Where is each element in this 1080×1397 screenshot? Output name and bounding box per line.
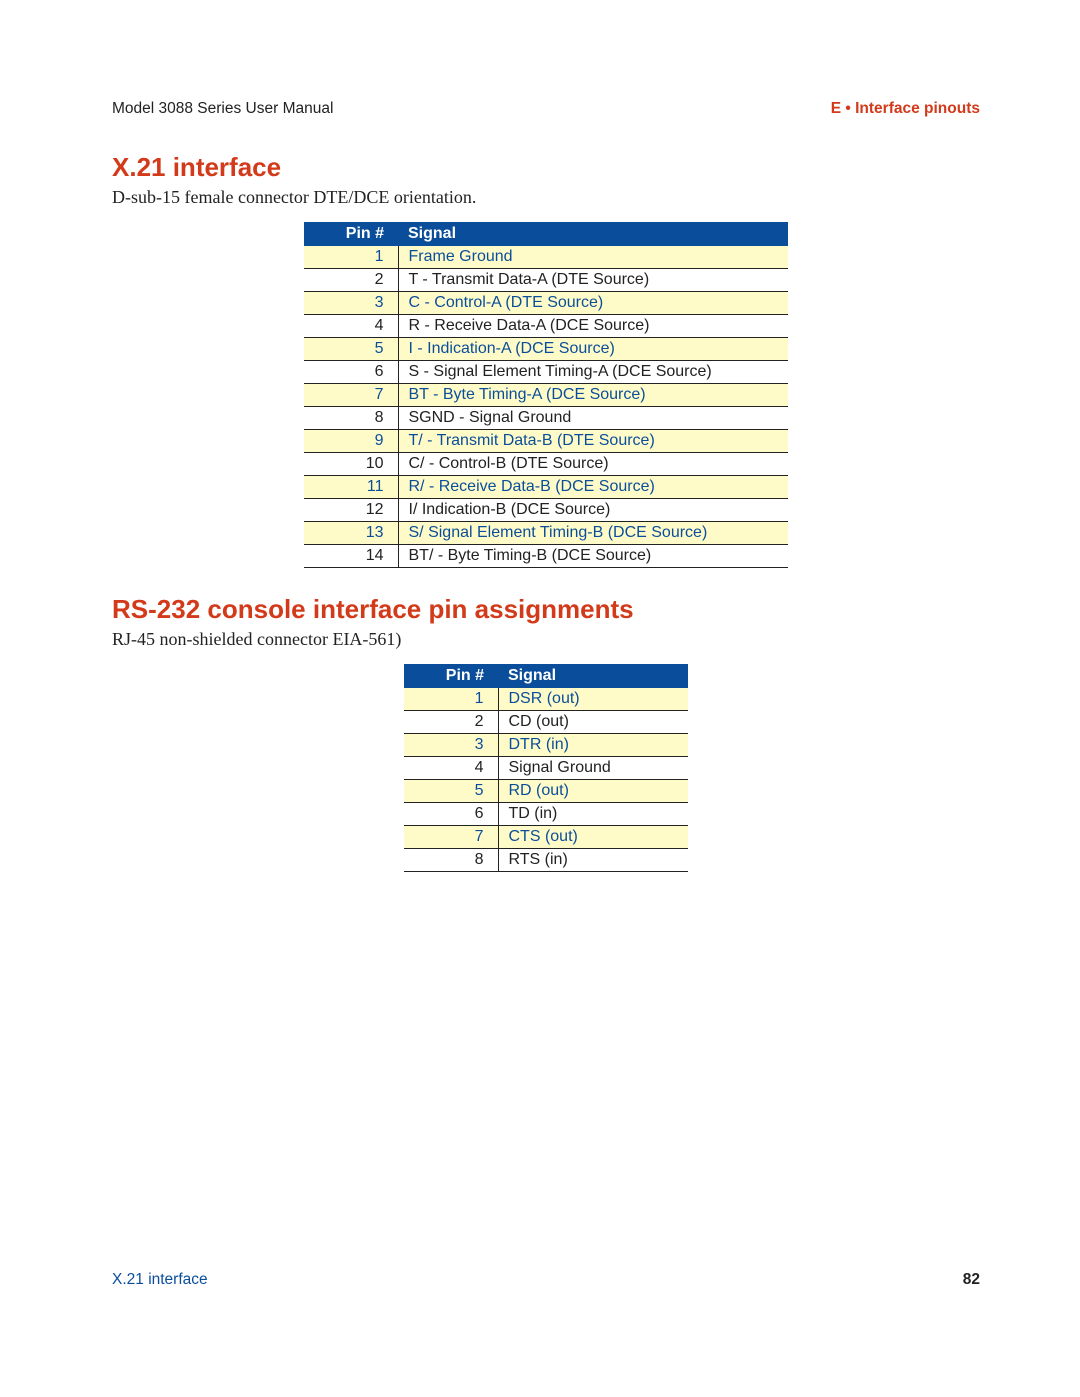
signal-cell: T - Transmit Data-A (DTE Source)	[398, 269, 788, 292]
pin-cell: 7	[404, 826, 498, 849]
section1-subtitle: D-sub-15 female connector DTE/DCE orient…	[112, 187, 980, 208]
pin-cell: 12	[304, 499, 398, 522]
signal-cell: CD (out)	[498, 711, 688, 734]
col-header-signal: Signal	[398, 222, 788, 246]
table-row: 2T - Transmit Data-A (DTE Source)	[304, 269, 788, 292]
pin-cell: 13	[304, 522, 398, 545]
table-row: 5RD (out)	[404, 780, 688, 803]
table-row: 9T/ - Transmit Data-B (DTE Source)	[304, 430, 788, 453]
pin-cell: 6	[304, 361, 398, 384]
signal-cell: S - Signal Element Timing-A (DCE Source)	[398, 361, 788, 384]
table-row: 12I/ Indication-B (DCE Source)	[304, 499, 788, 522]
signal-cell: C - Control-A (DTE Source)	[398, 292, 788, 315]
signal-cell: R/ - Receive Data-B (DCE Source)	[398, 476, 788, 499]
pin-cell: 10	[304, 453, 398, 476]
signal-cell: RTS (in)	[498, 849, 688, 872]
footer-right: 82	[963, 1271, 980, 1289]
signal-cell: T/ - Transmit Data-B (DTE Source)	[398, 430, 788, 453]
pin-cell: 2	[404, 711, 498, 734]
table-row: 2CD (out)	[404, 711, 688, 734]
pin-cell: 1	[404, 688, 498, 711]
rs232-pin-table: Pin # Signal 1DSR (out)2CD (out)3DTR (in…	[404, 664, 688, 872]
pin-cell: 1	[304, 246, 398, 269]
signal-cell: BT/ - Byte Timing-B (DCE Source)	[398, 545, 788, 568]
signal-cell: TD (in)	[498, 803, 688, 826]
page-header: Model 3088 Series User Manual E • Interf…	[112, 100, 980, 118]
signal-cell: R - Receive Data-A (DCE Source)	[398, 315, 788, 338]
table-row: 6TD (in)	[404, 803, 688, 826]
signal-cell: SGND - Signal Ground	[398, 407, 788, 430]
pin-cell: 9	[304, 430, 398, 453]
header-right: E • Interface pinouts	[831, 100, 980, 118]
table-row: 10C/ - Control-B (DTE Source)	[304, 453, 788, 476]
x21-pin-table: Pin # Signal 1Frame Ground2T - Transmit …	[304, 222, 788, 568]
pin-cell: 4	[404, 757, 498, 780]
signal-cell: DTR (in)	[498, 734, 688, 757]
table-row: 3C - Control-A (DTE Source)	[304, 292, 788, 315]
signal-cell: S/ Signal Element Timing-B (DCE Source)	[398, 522, 788, 545]
x21-table-body: 1Frame Ground2T - Transmit Data-A (DTE S…	[304, 246, 788, 568]
table-row: 8SGND - Signal Ground	[304, 407, 788, 430]
footer-left: X.21 interface	[112, 1271, 208, 1289]
col-header-pin: Pin #	[304, 222, 398, 246]
pin-cell: 5	[404, 780, 498, 803]
pin-cell: 14	[304, 545, 398, 568]
table-row: 7CTS (out)	[404, 826, 688, 849]
signal-cell: CTS (out)	[498, 826, 688, 849]
table-row: 4Signal Ground	[404, 757, 688, 780]
table-row: 11R/ - Receive Data-B (DCE Source)	[304, 476, 788, 499]
section1-title: X.21 interface	[112, 152, 980, 183]
pin-cell: 2	[304, 269, 398, 292]
col-header-signal: Signal	[498, 664, 688, 688]
table-row: 6S - Signal Element Timing-A (DCE Source…	[304, 361, 788, 384]
page-footer: X.21 interface 82	[112, 1271, 980, 1289]
signal-cell: I/ Indication-B (DCE Source)	[398, 499, 788, 522]
rs232-table-body: 1DSR (out)2CD (out)3DTR (in)4Signal Grou…	[404, 688, 688, 872]
table-row: 5I - Indication-A (DCE Source)	[304, 338, 788, 361]
signal-cell: RD (out)	[498, 780, 688, 803]
table-row: 14BT/ - Byte Timing-B (DCE Source)	[304, 545, 788, 568]
page: Model 3088 Series User Manual E • Interf…	[0, 0, 1080, 1397]
pin-cell: 3	[404, 734, 498, 757]
pin-cell: 7	[304, 384, 398, 407]
pin-cell: 8	[304, 407, 398, 430]
signal-cell: I - Indication-A (DCE Source)	[398, 338, 788, 361]
table-row: 13S/ Signal Element Timing-B (DCE Source…	[304, 522, 788, 545]
table-row: 1DSR (out)	[404, 688, 688, 711]
signal-cell: Signal Ground	[498, 757, 688, 780]
signal-cell: Frame Ground	[398, 246, 788, 269]
pin-cell: 11	[304, 476, 398, 499]
section2-title: RS-232 console interface pin assignments	[112, 594, 980, 625]
pin-cell: 4	[304, 315, 398, 338]
table-row: 4R - Receive Data-A (DCE Source)	[304, 315, 788, 338]
table-row: 8RTS (in)	[404, 849, 688, 872]
table-row: 7BT - Byte Timing-A (DCE Source)	[304, 384, 788, 407]
pin-cell: 3	[304, 292, 398, 315]
pin-cell: 8	[404, 849, 498, 872]
col-header-pin: Pin #	[404, 664, 498, 688]
signal-cell: BT - Byte Timing-A (DCE Source)	[398, 384, 788, 407]
signal-cell: C/ - Control-B (DTE Source)	[398, 453, 788, 476]
header-left: Model 3088 Series User Manual	[112, 100, 333, 118]
pin-cell: 6	[404, 803, 498, 826]
table-row: 1Frame Ground	[304, 246, 788, 269]
signal-cell: DSR (out)	[498, 688, 688, 711]
table-row: 3DTR (in)	[404, 734, 688, 757]
section2-subtitle: RJ-45 non-shielded connector EIA-561)	[112, 629, 980, 650]
pin-cell: 5	[304, 338, 398, 361]
